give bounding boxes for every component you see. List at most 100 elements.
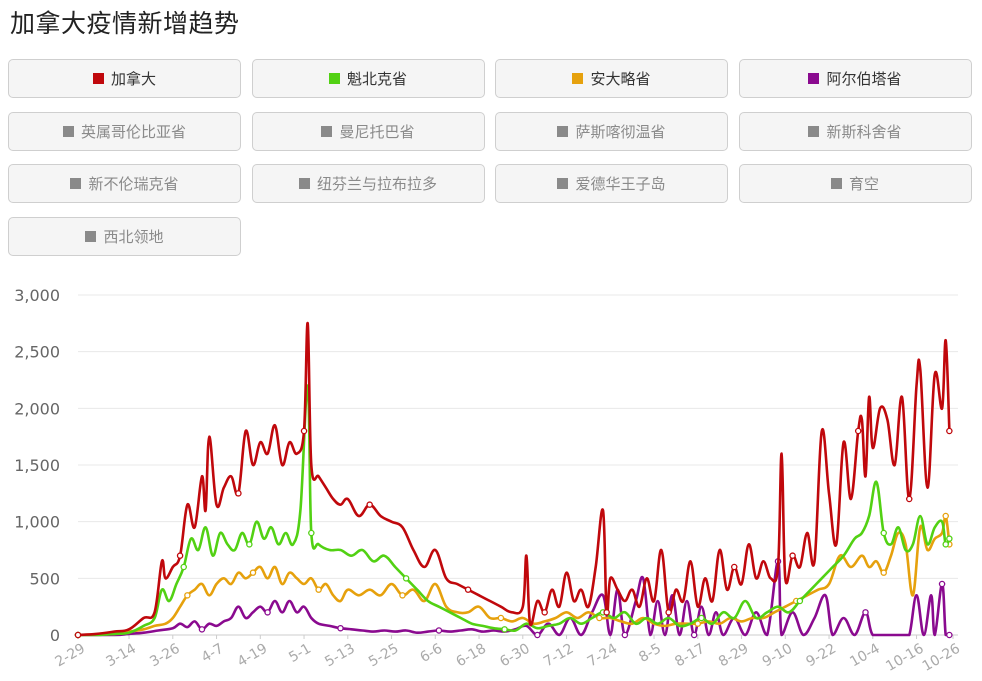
legend-item[interactable]: 魁北克省: [251, 59, 485, 98]
data-point[interactable]: [74, 631, 82, 639]
data-point[interactable]: [694, 620, 702, 627]
data-point[interactable]: [854, 427, 862, 435]
data-point[interactable]: [497, 614, 505, 622]
data-point[interactable]: [180, 563, 187, 571]
x-tick-label: 10-26: [920, 641, 963, 675]
x-tick-label: 3-26: [147, 641, 183, 671]
data-point[interactable]: [308, 529, 315, 537]
line-chart: 0 500 1,000 1,500 2,000 2,500 3,000 2-29 3-14 3-2…: [14, 286, 963, 675]
legend-item[interactable]: 纽芬兰与拉布拉多: [251, 164, 485, 204]
data-point[interactable]: [880, 569, 887, 576]
legend-swatch-icon: [572, 73, 584, 84]
x-tick-label: 9-22: [804, 641, 840, 671]
data-point[interactable]: [300, 427, 308, 435]
x-tick-label: 10-16: [883, 641, 926, 675]
data-point[interactable]: [501, 626, 508, 633]
x-tick-label: 2-29: [52, 641, 88, 671]
data-point[interactable]: [880, 529, 887, 537]
legend-item-label: 西北领地: [103, 228, 164, 247]
x-tick-label: 7-12: [541, 641, 577, 671]
legend-item[interactable]: 英属哥伦比亚省: [8, 111, 241, 151]
data-point[interactable]: [690, 631, 698, 639]
x-tick-label: 4-19: [235, 641, 271, 671]
data-point[interactable]: [435, 627, 443, 634]
legend-item-label: 育空: [848, 175, 879, 194]
x-tick-label: 8-29: [716, 641, 752, 671]
legend-item-label: 曼尼托巴省: [339, 122, 415, 141]
data-point[interactable]: [946, 427, 953, 435]
series-line[interactable]: [76, 514, 951, 637]
data-point[interactable]: [906, 495, 913, 503]
data-point[interactable]: [665, 609, 672, 616]
data-point[interactable]: [534, 631, 541, 639]
x-tick-label: 5-1: [286, 641, 314, 666]
y-tick-label: 500: [29, 569, 60, 588]
legend-item[interactable]: 加拿大: [8, 59, 241, 98]
data-point[interactable]: [796, 597, 804, 605]
legend-item[interactable]: 爱德华王子岛: [495, 164, 728, 204]
legend-swatch-icon: [85, 231, 97, 243]
series-line[interactable]: [76, 560, 951, 637]
legend-item[interactable]: 萨斯喀彻温省: [495, 111, 728, 151]
data-point[interactable]: [235, 490, 242, 497]
legend-item-label: 加拿大: [110, 70, 156, 88]
y-tick-label: 1,500: [14, 456, 60, 475]
data-point[interactable]: [337, 624, 344, 632]
series-line[interactable]: [76, 321, 951, 637]
legend-item-label: 新不伦瑞克省: [88, 175, 179, 194]
x-tick-label: 7-24: [585, 641, 621, 671]
data-point[interactable]: [731, 563, 738, 571]
data-point[interactable]: [942, 541, 949, 548]
legend-item-label: 安大略省: [590, 70, 651, 88]
legend-swatch-icon: [328, 73, 340, 84]
data-point[interactable]: [315, 586, 322, 593]
legend-item[interactable]: 西北领地: [8, 217, 241, 257]
x-tick-label: 10-4: [847, 641, 883, 671]
legend-item[interactable]: 新斯科舍省: [738, 111, 972, 151]
legend-swatch-icon: [62, 125, 74, 137]
data-point[interactable]: [464, 586, 472, 593]
data-point[interactable]: [264, 609, 271, 616]
data-point[interactable]: [621, 631, 629, 639]
legend-item[interactable]: 阿尔伯塔省: [738, 59, 972, 98]
data-point[interactable]: [946, 535, 953, 542]
x-tick-label: 6-30: [497, 641, 533, 671]
legend-item-label: 纽芬兰与拉布拉多: [316, 175, 437, 194]
legend-item-label: 新斯科舍省: [826, 122, 902, 141]
data-point[interactable]: [698, 614, 705, 622]
data-point[interactable]: [184, 592, 191, 599]
data-point[interactable]: [938, 580, 946, 588]
legend-item[interactable]: 新不伦瑞克省: [8, 164, 241, 204]
data-point[interactable]: [246, 541, 253, 548]
legend-swatch-icon: [321, 125, 333, 137]
x-tick-label: 4-7: [199, 641, 227, 666]
legend-item-label: 英属哥伦比亚省: [80, 122, 186, 141]
legend-item-label: 阿尔伯塔省: [826, 70, 902, 88]
data-point[interactable]: [366, 501, 373, 508]
legend-swatch-icon: [70, 178, 82, 190]
x-tick-label: 8-17: [672, 641, 708, 671]
legend-item-label: 爱德华王子岛: [575, 175, 666, 194]
legend-item[interactable]: 曼尼托巴省: [251, 111, 485, 151]
legend-item[interactable]: 安大略省: [495, 59, 728, 98]
y-tick-label: 2,500: [14, 343, 60, 362]
legend-swatch-icon: [808, 125, 820, 137]
legend-item-label: 萨斯喀彻温省: [575, 122, 666, 141]
y-tick-label: 1,000: [14, 513, 60, 532]
data-point[interactable]: [399, 592, 406, 599]
data-point[interactable]: [198, 626, 206, 633]
data-point[interactable]: [596, 614, 603, 622]
data-point[interactable]: [176, 552, 184, 559]
x-tick-label: 3-14: [104, 641, 140, 671]
legend-item[interactable]: 育空: [738, 164, 972, 204]
page-title: 加拿大疫情新增趋势: [10, 9, 240, 38]
data-point[interactable]: [942, 512, 949, 520]
data-point[interactable]: [402, 575, 410, 582]
data-point[interactable]: [249, 569, 257, 576]
data-point[interactable]: [862, 609, 869, 616]
y-tick-label: 3,000: [14, 286, 60, 305]
data-point[interactable]: [946, 631, 953, 639]
data-point[interactable]: [541, 609, 548, 616]
data-point[interactable]: [789, 552, 796, 559]
data-point[interactable]: [603, 609, 610, 616]
